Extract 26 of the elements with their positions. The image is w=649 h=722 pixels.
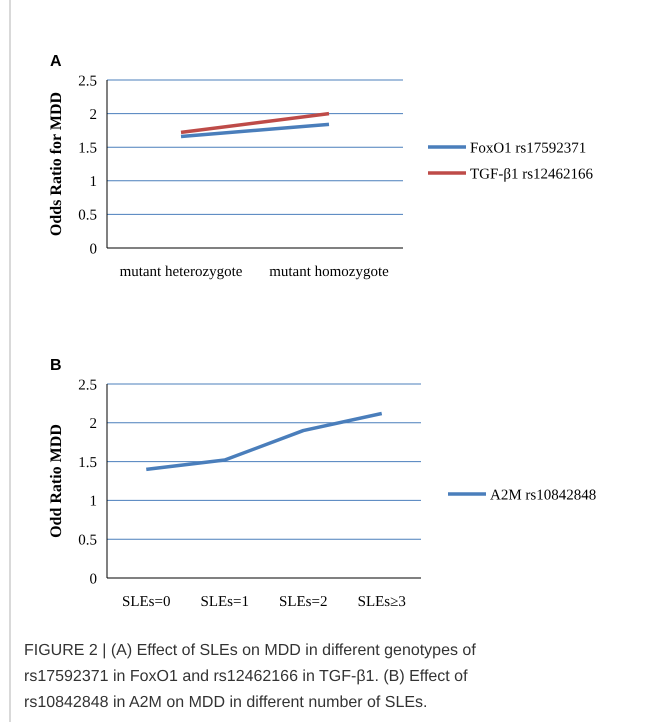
y-tick-label: 0: [90, 571, 97, 588]
y-axis-title: Odds Ratio for MDD: [48, 92, 65, 236]
y-tick-label: 0.5: [78, 208, 97, 224]
legend-label: FoxO1 rs17592371: [470, 140, 586, 156]
y-tick-label: 1.5: [78, 454, 97, 471]
y-tick-label: 2: [90, 416, 97, 432]
x-tick-label: SLEs=1: [200, 594, 249, 610]
x-tick-label: SLEs=0: [122, 594, 170, 610]
y-tick-label: 0: [90, 241, 97, 258]
y-tick-label: 0.5: [78, 532, 97, 548]
text: B: [50, 357, 62, 374]
x-tick-label: SLEs≥3: [358, 594, 406, 610]
y-tick-label: 2: [90, 106, 97, 123]
caption: FIGURE 2 | (A) Effect of SLEs on MDD in different genotypes of rs17592371 in FoxO1 and rs12462166 in TGF-β1. (B) Effect of rs10842848 in A2M on MDD in different number of SLEs.: [24, 642, 476, 711]
x-tick-label: mutant homozygote: [269, 264, 390, 280]
legend-label: TGF-β1 rs12462166: [470, 166, 594, 182]
y-tick-label: 2.5: [78, 73, 97, 90]
x-tick-label: mutant heterozygote: [120, 264, 243, 280]
y-tick-label: 1: [90, 174, 97, 190]
x-tick-label: SLEs=2: [279, 594, 328, 610]
y-tick-label: 2.5: [78, 377, 97, 394]
y-axis-title: Odd Ratio MDD: [48, 424, 65, 538]
text: A: [50, 53, 62, 70]
legend-label: A2M rs10842848: [490, 487, 596, 504]
y-tick-label: 1.5: [78, 140, 97, 156]
y-tick-label: 1: [90, 494, 97, 510]
